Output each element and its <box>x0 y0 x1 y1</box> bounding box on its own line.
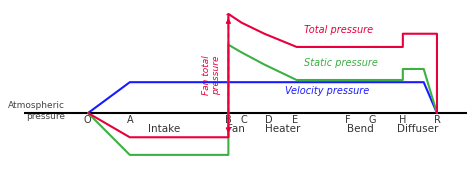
Text: Bend: Bend <box>347 124 374 134</box>
Text: Velocity pressure: Velocity pressure <box>285 86 370 96</box>
Text: O: O <box>83 115 91 125</box>
Text: Fan: Fan <box>227 124 245 134</box>
Text: B: B <box>225 115 232 125</box>
Text: D: D <box>265 115 273 125</box>
Text: Static pressure: Static pressure <box>304 58 378 68</box>
Text: A: A <box>126 115 133 125</box>
Text: C: C <box>241 115 248 125</box>
Text: F: F <box>345 115 351 125</box>
Text: Fan total
pressure: Fan total pressure <box>202 56 221 95</box>
Text: G: G <box>369 115 376 125</box>
Text: Intake: Intake <box>148 124 180 134</box>
Text: H: H <box>399 115 407 125</box>
Text: E: E <box>292 115 299 125</box>
Text: Total pressure: Total pressure <box>304 25 373 35</box>
Text: Heater: Heater <box>264 124 300 134</box>
Text: R: R <box>433 115 440 125</box>
Text: Atmospheric
pressure: Atmospheric pressure <box>8 101 66 121</box>
Text: Diffuser: Diffuser <box>397 124 439 134</box>
